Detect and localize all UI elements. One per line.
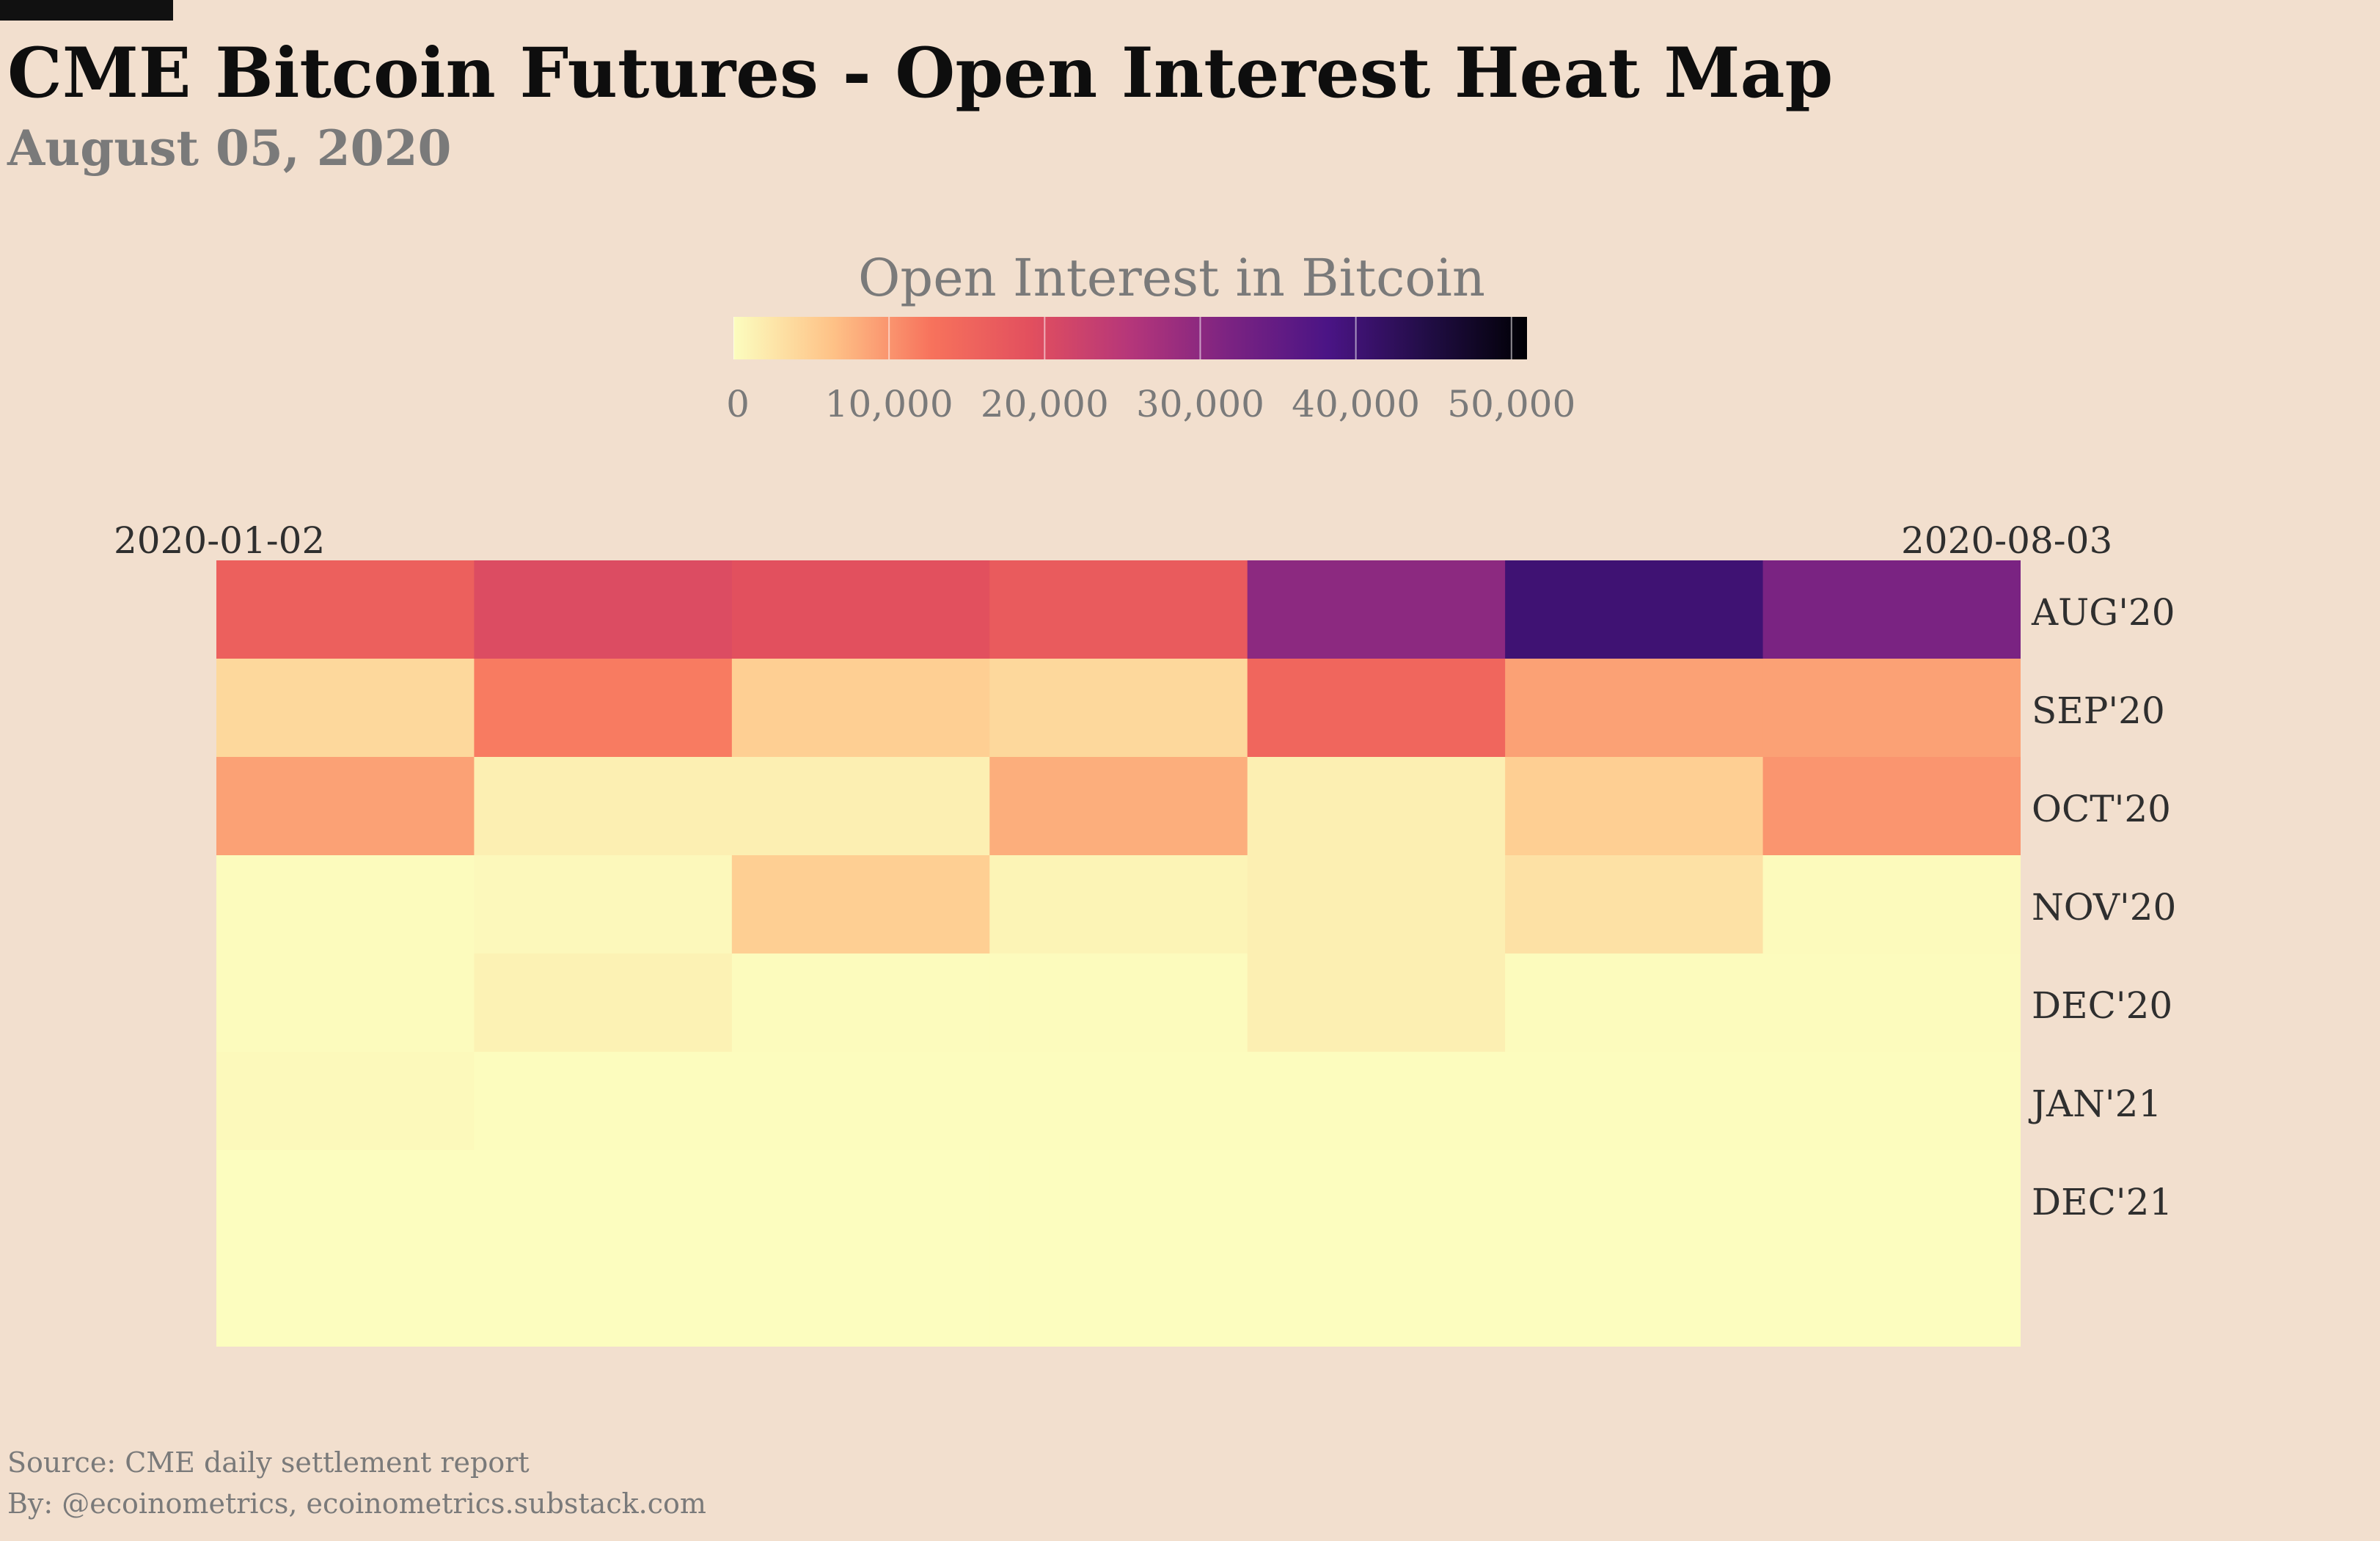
heatmap-cell (1505, 855, 1764, 954)
row-label-dec21: DEC'21 (2032, 1181, 2173, 1223)
legend-tick-0: 0 (726, 383, 750, 425)
heatmap-cell (731, 659, 991, 758)
x-end-label: 2020-08-03 (1901, 519, 2113, 562)
heatmap-cell (1247, 659, 1506, 758)
heatmap-cell (1762, 757, 2021, 856)
heatmap-cell (1505, 659, 1764, 758)
heatmap-cell (474, 1150, 733, 1347)
heatmap-cell (1247, 1052, 1506, 1151)
row-label-aug20: AUG'20 (2032, 591, 2175, 634)
heatmap-cell (989, 953, 1248, 1053)
heatmap-cell (989, 1052, 1248, 1151)
heatmap-cell (1247, 1150, 1506, 1347)
heatmap-cell (1505, 1052, 1764, 1151)
heatmap-cell (989, 659, 1248, 758)
heatmap-cell (731, 1052, 991, 1151)
row-label-sep20: SEP'20 (2032, 689, 2165, 732)
heatmap-cell (731, 757, 991, 856)
legend-tick-30000: 30,000 (1135, 383, 1264, 425)
heatmap-cell (1762, 855, 2021, 954)
heatmap-cell (989, 1150, 1248, 1347)
heatmap-cell (474, 855, 733, 954)
chart-subtitle: August 05, 2020 (7, 120, 452, 177)
footer-source: Source: CME daily settlement report (7, 1446, 530, 1479)
heatmap-cell (474, 953, 733, 1053)
heatmap-cell (1247, 560, 1506, 659)
heatmap-cell (474, 560, 733, 659)
heatmap-cell (1505, 757, 1764, 856)
heatmap-cell (1762, 560, 2021, 659)
heatmap-cell (216, 953, 475, 1053)
x-start-label: 2020-01-02 (114, 519, 326, 562)
heatmap-cell (1762, 953, 2021, 1053)
top-accent-bar (0, 0, 173, 21)
heatmap-cell (216, 855, 475, 954)
row-label-nov20: NOV'20 (2032, 886, 2177, 929)
heatmap-cell (731, 1150, 991, 1347)
row-label-dec20: DEC'20 (2032, 984, 2173, 1027)
heatmap-cell (1247, 855, 1506, 954)
heatmap-cell (216, 659, 475, 758)
heatmap-cell (731, 560, 991, 659)
heatmap-cell (216, 757, 475, 856)
heatmap-cell (989, 757, 1248, 856)
legend-tick-marks (733, 317, 1512, 359)
heatmap-cell (1505, 953, 1764, 1053)
heatmap-cell (1762, 659, 2021, 758)
row-label-jan21: JAN'21 (2032, 1083, 2162, 1125)
heatmap-cell (731, 855, 991, 954)
heatmap-cell (731, 953, 991, 1053)
heatmap-cell (216, 560, 475, 659)
heatmap-cell (1247, 953, 1506, 1053)
footer-byline: By: @ecoinometrics, ecoinometrics.substa… (7, 1487, 706, 1520)
row-label-oct20: OCT'20 (2032, 788, 2171, 830)
heatmap-cell (1762, 1052, 2021, 1151)
legend-tick-50000: 50,000 (1447, 383, 1576, 425)
heatmap-cell (474, 1052, 733, 1151)
legend-colorbar (733, 317, 1527, 359)
chart-title: CME Bitcoin Futures - Open Interest Heat… (7, 33, 1834, 114)
heatmap-cell (216, 1150, 475, 1347)
heatmap-cell (1505, 1150, 1764, 1347)
heatmap-cell (989, 560, 1248, 659)
legend-gradient (733, 317, 1527, 359)
legend-title: Open Interest in Bitcoin (858, 248, 1485, 308)
heatmap-cell (474, 659, 733, 758)
heatmap-cell (1247, 757, 1506, 856)
legend-tick-40000: 40,000 (1292, 383, 1421, 425)
legend-tick-10000: 10,000 (824, 383, 953, 425)
heatmap-cell (216, 1052, 475, 1151)
heatmap-cell (474, 757, 733, 856)
heatmap (216, 560, 2021, 1347)
heatmap-cell (989, 855, 1248, 954)
heatmap-cell (1762, 1150, 2021, 1347)
heatmap-cell (1505, 560, 1764, 659)
legend-tick-20000: 20,000 (980, 383, 1109, 425)
